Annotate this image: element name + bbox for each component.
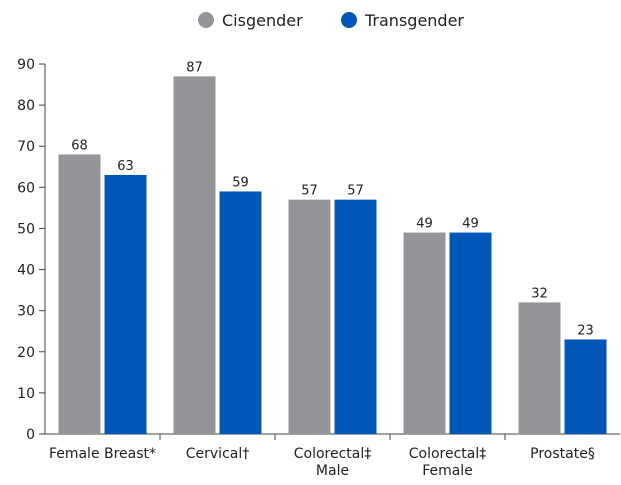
bar [104,175,147,434]
x-tick-label: Colorectal‡ Male [294,446,372,479]
x-tick-label: Prostate§ [530,446,595,462]
x-tick-label-line: Cervical† [186,446,250,462]
y-tick-label: 0 [26,427,35,443]
x-tick-label-line: Female Breast* [49,446,156,462]
bar [219,191,262,434]
x-tick-label-line: Female [422,463,473,479]
bar [403,232,446,434]
value-label: 49 [416,217,433,232]
bar [334,199,377,434]
value-label: 57 [301,184,318,199]
value-label: 68 [71,138,88,153]
x-tick-label-line: Male [316,463,349,479]
legend-label: Cisgender [222,11,303,30]
value-label: 32 [531,286,548,301]
x-tick-label: Female Breast* [49,446,156,462]
y-tick-label: 80 [17,98,35,114]
y-tick-label: 20 [17,345,35,361]
value-label: 87 [186,60,203,75]
value-label: 57 [347,184,364,199]
bar [173,76,216,434]
y-tick-label: 70 [17,139,35,155]
y-tick-label: 50 [17,221,35,237]
bar [518,302,561,434]
x-tick-label-line: Prostate§ [530,446,595,462]
value-label: 49 [462,217,479,232]
legend-label: Transgender [364,11,464,30]
y-tick-label: 30 [17,304,35,320]
bar [564,339,607,434]
bar [449,232,492,434]
legend-swatch [341,12,357,28]
legend-swatch [198,12,214,28]
x-tick-label: Cervical† [186,446,250,462]
x-tick-label-line: Colorectal‡ [409,446,487,462]
y-tick-label: 90 [17,57,35,73]
bar [288,199,331,434]
y-tick-label: 60 [17,180,35,196]
y-tick-label: 40 [17,263,35,279]
x-tick-label: Colorectal‡ Female [409,446,487,479]
x-tick-label-line: Colorectal‡ [294,446,372,462]
y-tick-label: 10 [17,386,35,402]
bar [58,154,101,434]
value-label: 59 [232,175,249,190]
value-label: 23 [577,323,594,338]
value-label: 63 [117,159,134,174]
